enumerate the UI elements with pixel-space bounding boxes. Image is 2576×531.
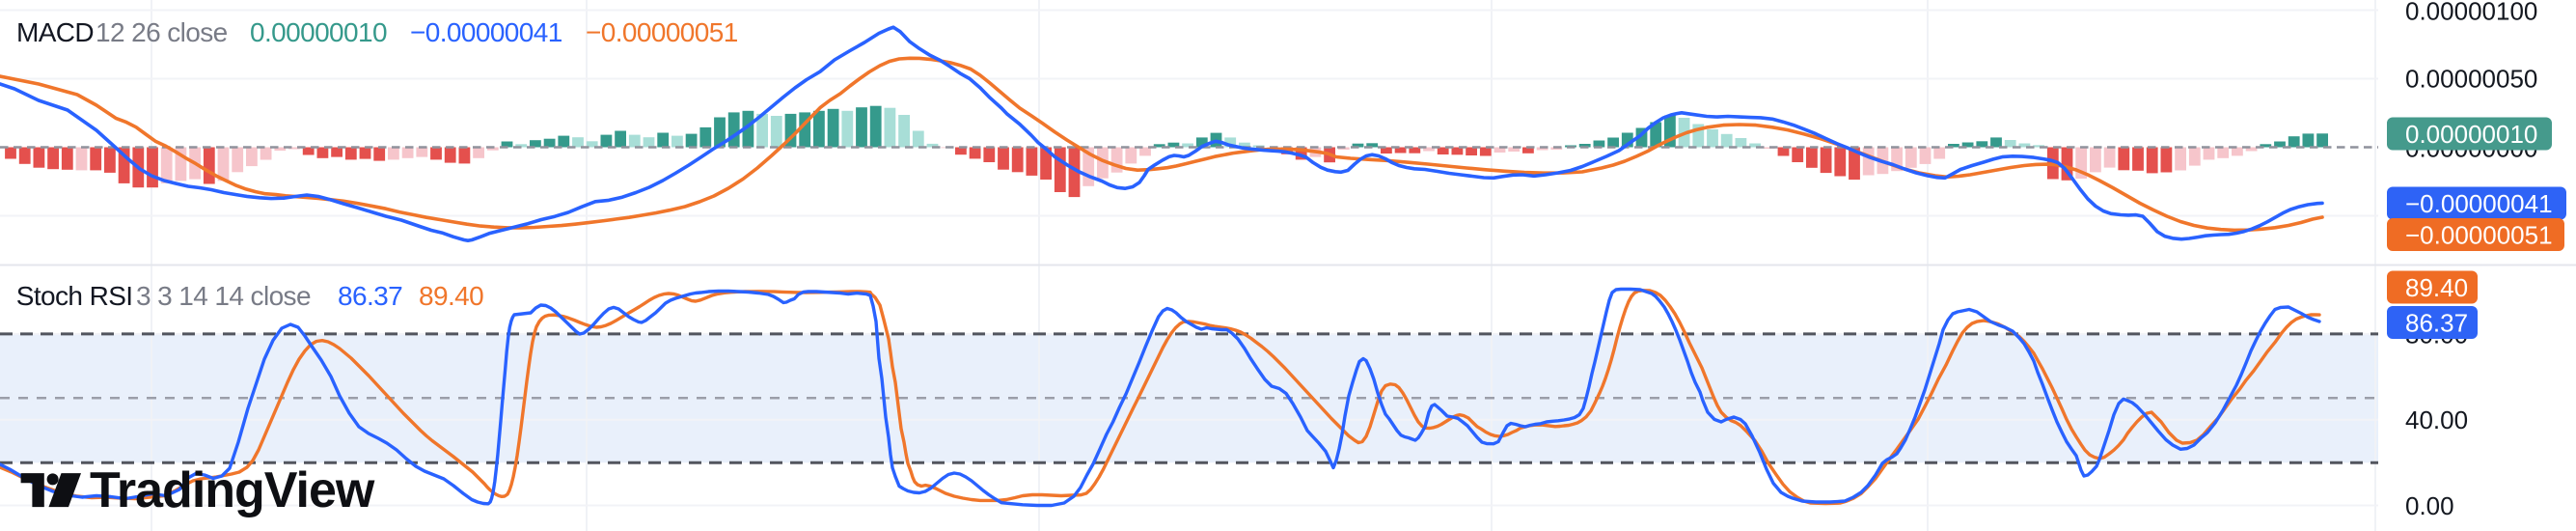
svg-text:86.37: 86.37 <box>2405 309 2468 338</box>
svg-text:−0.00000041: −0.00000041 <box>410 17 562 47</box>
svg-text:89.40: 89.40 <box>419 281 483 311</box>
svg-text:−0.00000041: −0.00000041 <box>2405 189 2553 218</box>
svg-text:0.00000050: 0.00000050 <box>2405 65 2537 94</box>
svg-text:3 3 14 14 close: 3 3 14 14 close <box>136 281 311 311</box>
svg-text:0.00000010: 0.00000010 <box>250 17 387 47</box>
svg-text:MACD: MACD <box>16 17 94 47</box>
svg-text:TradingView: TradingView <box>90 462 375 518</box>
svg-text:Stoch RSI: Stoch RSI <box>16 281 133 311</box>
svg-text:89.40: 89.40 <box>2405 273 2468 302</box>
svg-text:0.00000100: 0.00000100 <box>2405 0 2537 26</box>
svg-text:86.37: 86.37 <box>338 281 402 311</box>
svg-text:0.00: 0.00 <box>2405 491 2454 520</box>
svg-text:−0.00000051: −0.00000051 <box>586 17 738 47</box>
svg-text:40.00: 40.00 <box>2405 405 2468 434</box>
svg-text:−0.00000051: −0.00000051 <box>2405 221 2553 250</box>
svg-text:0.00000010: 0.00000010 <box>2405 120 2537 149</box>
svg-text:12 26 close: 12 26 close <box>96 17 228 47</box>
